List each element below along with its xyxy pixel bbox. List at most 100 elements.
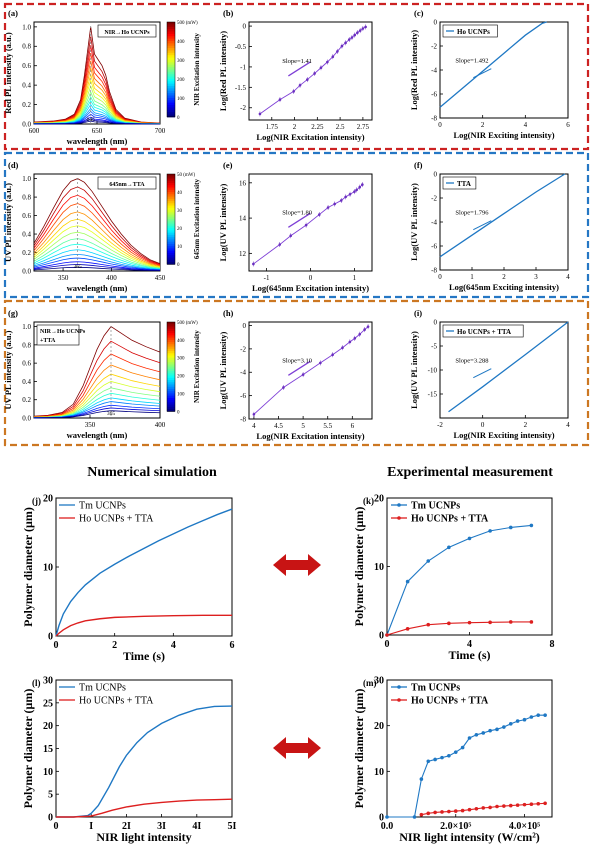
- x-tick-label: 1: [353, 274, 357, 282]
- colorbar-segment: [167, 93, 175, 97]
- colorbar-segment: [167, 76, 175, 80]
- y-tick-label: -8: [431, 266, 437, 274]
- peak-label: 365: [107, 411, 116, 417]
- legend-box: [97, 24, 157, 38]
- colorbar-tick-label: 200: [177, 78, 185, 83]
- colorbar-segment: [167, 342, 175, 345]
- colorbar-segment: [167, 31, 175, 35]
- x-axis-label: Time (s): [448, 648, 490, 662]
- x-tick-label: -2: [437, 421, 443, 429]
- colorbar-segment: [167, 337, 175, 341]
- x-tick-label: 8: [550, 639, 555, 650]
- colorbar-tick-label: 10: [177, 245, 183, 250]
- section-title-right: Experimental measurement: [387, 465, 553, 480]
- data-point: [508, 620, 513, 624]
- series-line: [56, 798, 233, 818]
- x-tick-label: 2.5: [336, 123, 345, 131]
- colorbar-segment: [167, 185, 175, 189]
- x-tick-label: 4: [566, 421, 570, 429]
- colorbar-segment: [167, 348, 175, 352]
- colorbar-segment: [167, 52, 175, 56]
- data-point: [502, 804, 506, 808]
- data-point: [385, 633, 389, 637]
- spectrum-curve: [33, 266, 161, 272]
- data-point: [440, 755, 444, 760]
- colorbar-segment: [167, 324, 175, 327]
- y-tick-label: -6: [431, 90, 437, 98]
- legend-text: 645nm→TTA: [109, 182, 145, 188]
- colorbar-segment: [167, 62, 175, 66]
- data-point: [529, 523, 534, 528]
- spectrum-curve: [33, 194, 161, 266]
- legend-text: TTA: [457, 180, 471, 188]
- spectrum-curve: [33, 72, 161, 124]
- series-line: [386, 524, 532, 636]
- y-axis-label: Red PL intensity (a.u.): [3, 32, 13, 114]
- colorbar-tick-label: 200: [177, 375, 185, 380]
- colorbar-label: NIR Excitation intensity: [193, 330, 201, 403]
- y-tick-label: 0.4: [22, 378, 31, 386]
- legend-text: Tm UCNPs: [79, 501, 126, 512]
- spectrum-curve: [33, 36, 161, 124]
- x-tick-label: 0: [438, 121, 442, 129]
- x-tick-label: 4I: [192, 821, 201, 832]
- x-tick-label: 2I: [122, 821, 131, 832]
- spectrum-curve: [33, 225, 161, 268]
- legend-text: Ho UCNPs + TTA: [79, 696, 154, 707]
- y-tick-label: 10: [43, 767, 53, 778]
- data-point: [522, 802, 527, 807]
- colorbar-segment: [167, 364, 175, 368]
- colorbar-segment: [167, 102, 175, 106]
- y-axis-label: UV PL intensity (a.u.): [3, 330, 13, 409]
- colorbar-segment: [167, 33, 175, 37]
- y-tick-label: -6: [431, 242, 437, 250]
- colorbar-segment: [167, 59, 175, 63]
- data-point: [474, 806, 479, 811]
- colorbar-tick-label: 20: [177, 227, 183, 232]
- plot-frame: [33, 321, 161, 419]
- colorbar-tick-label: 400: [177, 40, 185, 45]
- y-tick-label: 0.8: [22, 43, 31, 51]
- colorbar-segment: [167, 212, 175, 216]
- x-tick-label: 2: [502, 273, 506, 281]
- data-point: [536, 801, 541, 806]
- x-tick-label: 2: [112, 640, 117, 651]
- colorbar-segment: [167, 373, 175, 377]
- colorbar-segment: [167, 105, 175, 108]
- colorbar-tick-label: 400: [177, 339, 185, 344]
- y-axis-label: Log(UV PL intensity): [409, 331, 419, 409]
- x-tick-label: 0: [309, 274, 313, 282]
- colorbar-tick-label: 300: [177, 59, 185, 64]
- data-point: [508, 722, 513, 726]
- x-tick-label: 6: [230, 640, 235, 651]
- colorbar-segment: [167, 250, 175, 254]
- legend-text: Ho UCNPs + TTA: [411, 696, 489, 707]
- simulation-line: [439, 173, 566, 258]
- colorbar-segment: [167, 69, 175, 73]
- x-axis-label: Log(NIR Excitation intensity): [256, 132, 364, 142]
- y-axis-label: Polymer diameter (μm): [21, 689, 35, 809]
- colorbar-segment: [167, 322, 175, 325]
- y-tick-label: 0.6: [22, 360, 31, 368]
- legend-text: Tm UCNPs: [411, 501, 460, 512]
- legend-text: NIR→Ho UCNPs: [40, 329, 86, 335]
- panel-e: -1 0 1 12 14 16 Log(645nm Excitation intensity…: [218, 160, 373, 293]
- x-axis-label: Log(NIR Exciting intensity): [453, 130, 554, 140]
- colorbar-label: 645nm Excitation intensity: [193, 179, 201, 260]
- y-tick-label: -15: [428, 390, 438, 398]
- data-point: [426, 811, 431, 816]
- y-tick-label: 1.0: [22, 323, 31, 331]
- y-tick-label: 20: [43, 494, 53, 505]
- y-tick-label: -8: [431, 114, 437, 122]
- colorbar-segment: [167, 178, 175, 182]
- colorbar-segment: [167, 95, 175, 99]
- legend-marker: [397, 503, 401, 507]
- y-tick-label: 0.2: [22, 396, 31, 404]
- spectrum-curve: [33, 326, 161, 417]
- slope-guide: [288, 212, 311, 228]
- colorbar-segment: [167, 36, 175, 40]
- colorbar-segment: [167, 333, 175, 336]
- y-tick-label: -1: [240, 63, 246, 71]
- colorbar-segment: [167, 43, 175, 47]
- slope-guide: [288, 360, 311, 376]
